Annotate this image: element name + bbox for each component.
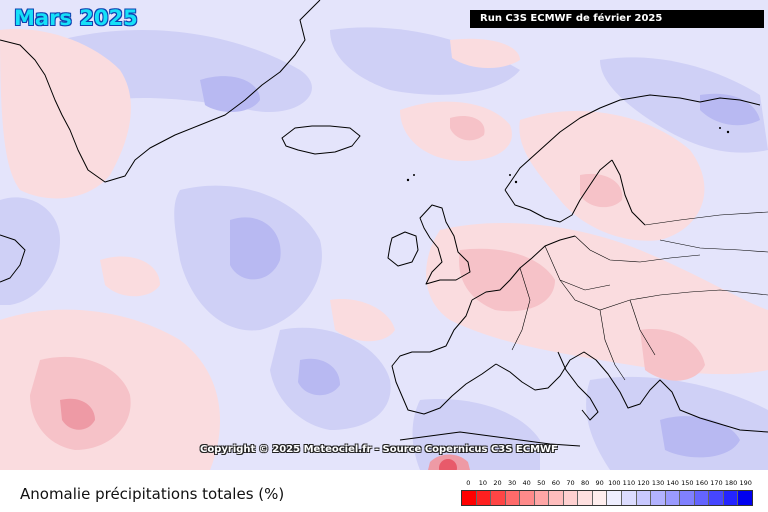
scale-label: 30 (507, 479, 517, 487)
color-scale-bar (461, 490, 753, 506)
scale-swatch (723, 491, 739, 505)
scale-swatch (665, 491, 681, 505)
borders (511, 211, 768, 381)
scale-swatch (462, 491, 477, 505)
copyright-notice: Copyright © 2025 Meteociel.fr - Source C… (200, 444, 558, 455)
scale-swatch (651, 491, 666, 505)
scale-swatch (534, 491, 550, 505)
scale-swatch (694, 491, 710, 505)
scale-swatch (520, 491, 535, 505)
scale-label: 160 (695, 479, 709, 487)
scale-label: 100 (608, 479, 621, 487)
island-speckle (406, 127, 730, 184)
drier-anomaly-peak (439, 459, 457, 470)
scale-label: 130 (651, 479, 665, 487)
scale-label: 150 (681, 479, 694, 487)
scale-swatch (549, 491, 564, 505)
scale-swatch (680, 491, 695, 505)
legend-title: Anomalie précipitations totales (%) (20, 485, 285, 503)
scale-label: 50 (537, 479, 546, 487)
scale-label: 180 (724, 479, 738, 487)
scale-label: 40 (522, 479, 531, 487)
scale-label: 110 (622, 479, 636, 487)
scale-label: 20 (493, 479, 502, 487)
scale-label: 60 (551, 479, 561, 487)
scale-label: 80 (580, 479, 590, 487)
color-scale-labels: 0 10 20 30 40 50 60 70 80 90 100 110 120 130 140 150 160… (461, 479, 753, 490)
scale-swatch (563, 491, 579, 505)
legend-footer: Anomalie précipitations totales (%) 0 10 2… (0, 470, 768, 512)
scale-swatch (738, 491, 752, 505)
scale-swatch (476, 491, 492, 505)
scale-swatch (578, 491, 593, 505)
forecast-month-title: Mars 2025 (14, 6, 138, 30)
scale-swatch (505, 491, 521, 505)
scale-swatch (622, 491, 637, 505)
scale-label: 90 (595, 479, 604, 487)
color-scale: 0 10 20 30 40 50 60 70 80 90 100 110 120 130 140 150 160… (461, 479, 753, 506)
map-canvas (0, 0, 768, 470)
scale-label: 120 (637, 479, 650, 487)
scale-swatch (636, 491, 652, 505)
scale-label: 70 (566, 479, 575, 487)
scale-swatch (607, 491, 623, 505)
scale-label: 0 (466, 479, 471, 487)
scale-swatch (491, 491, 506, 505)
scale-swatch (592, 491, 608, 505)
scale-label: 170 (710, 479, 723, 487)
run-banner: Run C3S ECMWF de février 2025 (470, 10, 764, 28)
scale-label: 10 (478, 479, 488, 487)
anomaly-map: Mars 2025 Run C3S ECMWF de février 2025 … (0, 0, 768, 470)
scale-swatch (709, 491, 724, 505)
coastlines (0, 0, 768, 447)
scale-label: 190 (739, 479, 752, 487)
scale-label: 140 (666, 479, 679, 487)
